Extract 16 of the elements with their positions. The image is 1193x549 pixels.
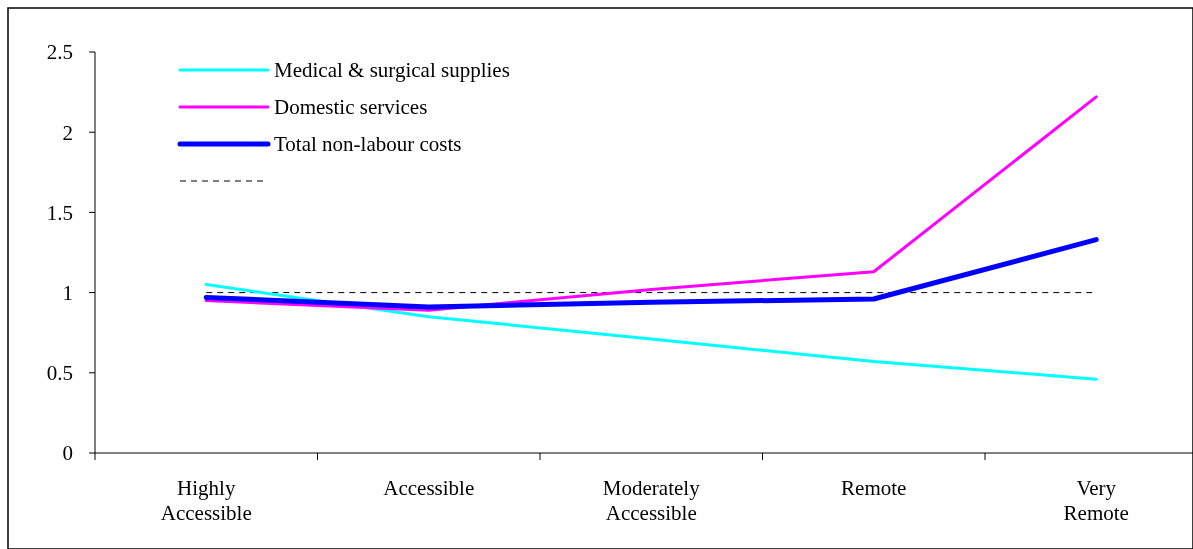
x-tick-label: Moderately Accessible [602, 476, 701, 525]
y-tick-label: 2 [62, 120, 73, 145]
y-tick-label: 2.5 [46, 40, 73, 65]
y-tick-label: 1.5 [46, 200, 73, 225]
legend-label: Medical & surgical supplies [274, 58, 510, 83]
y-tick-label: 0.5 [46, 361, 73, 386]
x-tick-label: Very Remote [1063, 476, 1129, 525]
legend-label: Domestic services [274, 95, 428, 120]
x-tick-label: Accessible [383, 476, 475, 500]
x-tick-label: Highly Accessible [160, 476, 252, 525]
y-tick-label: 1 [62, 280, 73, 305]
x-tick-label: Remote [841, 476, 907, 500]
line-series [204, 95, 1098, 312]
line-series [204, 283, 1098, 381]
legend-label: Total non-labour costs [274, 132, 462, 157]
y-tick-label: 0 [62, 441, 73, 466]
